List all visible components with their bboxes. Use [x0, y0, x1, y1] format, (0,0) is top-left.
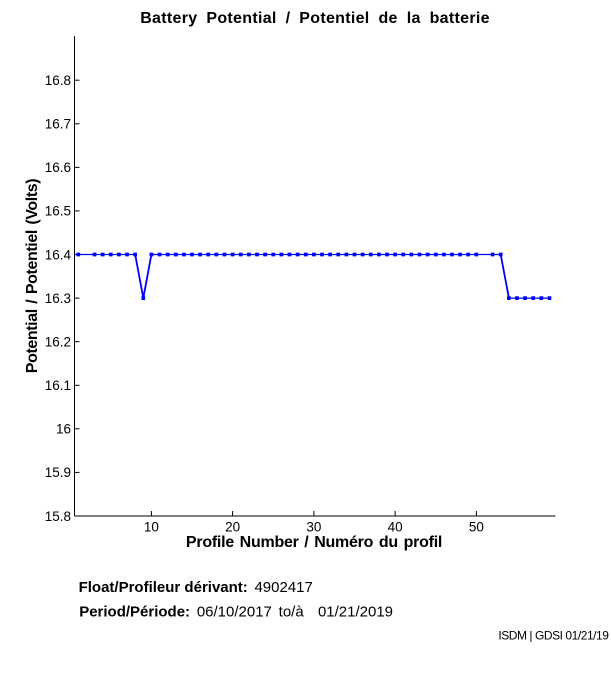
svg-text:10: 10: [144, 520, 159, 535]
svg-text:40: 40: [388, 520, 403, 535]
svg-text:Battery Potential / Potentiel: Battery Potential / Potentiel de la batt…: [140, 10, 490, 27]
svg-text:ISDM | GDSI 01/21/19: ISDM | GDSI 01/21/19: [498, 628, 609, 642]
svg-text:16.8: 16.8: [45, 73, 71, 88]
svg-text:15.8: 15.8: [45, 509, 71, 524]
svg-text:16.4: 16.4: [45, 247, 72, 262]
svg-text:Profile Number / Numéro du pro: Profile Number / Numéro du profil: [186, 534, 442, 551]
svg-text:16.7: 16.7: [45, 117, 71, 132]
svg-text:Period/Période: 06/10/2017 to/: Period/Période: 06/10/2017 to/à 01/21/20…: [79, 604, 393, 621]
svg-text:20: 20: [225, 520, 240, 535]
svg-text:Potential / Potentiel (Volts): Potential / Potentiel (Volts): [24, 179, 41, 373]
svg-text:16: 16: [56, 422, 71, 437]
svg-text:16.1: 16.1: [45, 378, 71, 393]
svg-text:16.2: 16.2: [45, 335, 71, 350]
svg-text:30: 30: [306, 520, 321, 535]
svg-text:16.5: 16.5: [45, 204, 71, 219]
svg-text:50: 50: [469, 520, 484, 535]
svg-text:Float/Profileur dérivant: 4902: Float/Profileur dérivant: 4902417: [79, 579, 313, 596]
svg-text:15.9: 15.9: [45, 465, 71, 480]
svg-text:16.3: 16.3: [45, 291, 71, 306]
svg-text:16.6: 16.6: [45, 160, 71, 175]
